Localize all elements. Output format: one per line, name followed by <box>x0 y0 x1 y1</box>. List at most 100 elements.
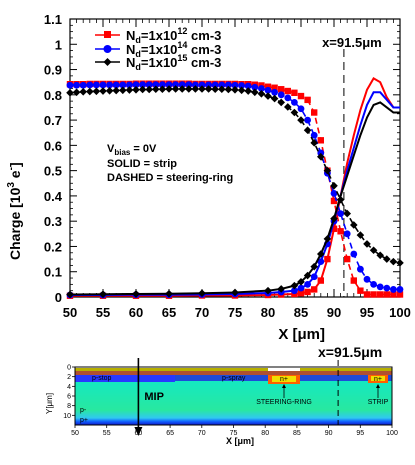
steering-ring-point <box>106 81 113 89</box>
legend-entry-1: Nd=1x1012 cm-3 <box>95 26 221 45</box>
annotation-solid: SOLID = strip <box>107 158 177 170</box>
steering-ring-point <box>304 116 311 124</box>
diagram-x-tick-label: 100 <box>386 430 398 437</box>
diagram-y-tick-label: 0 <box>67 365 71 372</box>
p-spray-layer <box>75 375 392 381</box>
legend: Nd=1x1012 cm-3 Nd=1x1014 cm-3 Nd=1x1015 … <box>95 26 221 72</box>
steering-ring-point <box>152 85 160 94</box>
steering-ring-point <box>396 259 404 267</box>
steering-ring-point <box>310 139 318 147</box>
x-tick-label: 95 <box>360 305 374 320</box>
y-tick-label: 0.5 <box>44 164 62 179</box>
strip-point <box>297 290 305 297</box>
steering-ring-point <box>317 137 324 144</box>
steering-ring-point <box>376 283 384 291</box>
strip-point <box>317 277 324 284</box>
steering-ring-point <box>251 88 259 97</box>
steering-ring-point <box>79 87 87 96</box>
steering-ring-point <box>330 182 338 190</box>
label-steering-ring: STEERING-RING <box>256 399 312 406</box>
steering-ring-point <box>270 94 279 103</box>
steering-ring-arrow-head <box>282 384 286 388</box>
y-tick-label: 0.3 <box>44 214 62 229</box>
steering-ring-point <box>330 197 338 205</box>
steering-ring-point <box>139 81 147 89</box>
y-tick-label: 0 <box>55 290 62 305</box>
steering-ring-point <box>99 87 107 95</box>
diagram-y-tick-label: 10 <box>63 413 71 420</box>
strip-point <box>330 225 338 232</box>
diagram-x-tick-label: 65 <box>166 430 174 437</box>
series-group <box>66 77 404 299</box>
steering-ring-point <box>284 94 292 102</box>
strip-line-2 <box>70 91 400 296</box>
y-axis-ticks: 0 0.1 0.2 0.3 0.4 0.5 0.6 0.7 0.8 0.9 1 1.1 <box>44 12 400 305</box>
bulk-region <box>75 375 392 425</box>
strip-point <box>291 287 298 295</box>
diagram-y-tick-label: 8 <box>67 403 71 410</box>
x-tick-label: 85 <box>294 305 308 320</box>
y-tick-label: 0.4 <box>44 189 63 204</box>
steering-ring-point <box>337 228 344 235</box>
y-axis-label: Charge [103 e-] <box>6 162 23 260</box>
annotation-vbias: Vbias = 0V <box>107 143 157 157</box>
steering-ring-point <box>145 85 153 94</box>
steering-ring-point <box>277 98 285 107</box>
strip-point <box>290 281 299 290</box>
strip-line-1 <box>70 77 400 297</box>
annotation-dashed: DASHED = steering-ring <box>107 172 233 184</box>
steering-ring-point <box>370 280 377 288</box>
y-tick-label: 0.1 <box>44 265 62 280</box>
strip-point <box>304 288 311 296</box>
y-tick-label: 0.9 <box>44 63 62 78</box>
top-metal-left <box>75 368 268 371</box>
steering-ring-point <box>132 81 140 89</box>
y-tick-label: 1 <box>55 37 62 52</box>
strip-point <box>264 286 272 295</box>
steering-ring-line-1 <box>70 82 400 296</box>
steering-ring-point <box>257 90 266 98</box>
steering-ring-point <box>152 81 160 89</box>
diagram-y-label: Y[μm] <box>45 393 54 414</box>
steering-ring-point <box>132 85 140 94</box>
y-tick-label: 0.7 <box>44 113 62 128</box>
steering-ring-point <box>389 257 398 266</box>
x-tick-label: 65 <box>162 305 176 320</box>
steering-ring-point <box>343 209 351 218</box>
strip-line-3 <box>69 101 400 296</box>
charge-chart: 0 0.1 0.2 0.3 0.4 0.5 0.6 0.7 0.8 0.9 1 1.1 50 55 60 6… <box>6 12 411 343</box>
steering-ring-point <box>198 81 206 89</box>
steering-ring-point <box>92 87 101 96</box>
steering-ring-point <box>303 126 312 134</box>
steering-ring-point <box>264 92 272 100</box>
steering-ring-point <box>336 195 345 204</box>
steering-ring-point <box>390 286 397 293</box>
diagram-x-tick-label: 95 <box>356 430 364 437</box>
steering-ring-point <box>377 291 384 298</box>
steering-ring-implant-core <box>272 376 296 382</box>
steering-ring-point <box>204 85 213 93</box>
steering-ring-point <box>211 81 219 89</box>
diagram-x-tick-label: 50 <box>71 430 79 437</box>
steering-ring-point <box>284 87 291 95</box>
steering-ring-point <box>344 255 351 263</box>
strip-point <box>311 286 318 293</box>
y-tick-label: 0.8 <box>44 88 62 103</box>
steering-ring-point <box>356 231 365 239</box>
legend-marker-2 <box>103 45 112 53</box>
steering-ring-point <box>357 287 364 294</box>
steering-ring-point <box>383 284 391 292</box>
steering-ring-point <box>244 87 252 95</box>
steering-ring-point <box>271 88 278 96</box>
steering-ring-point <box>171 85 180 93</box>
steering-ring-point <box>165 81 173 89</box>
y-tick-label: 0.2 <box>44 239 62 254</box>
steering-ring-point <box>224 85 233 94</box>
steering-ring-point <box>383 291 390 298</box>
label-n-plus-ring: n+ <box>280 376 288 383</box>
y-tick-label: 1.1 <box>44 12 62 27</box>
steering-ring-point <box>264 86 272 94</box>
steering-ring-point <box>278 86 285 93</box>
steering-ring-point <box>396 291 404 298</box>
